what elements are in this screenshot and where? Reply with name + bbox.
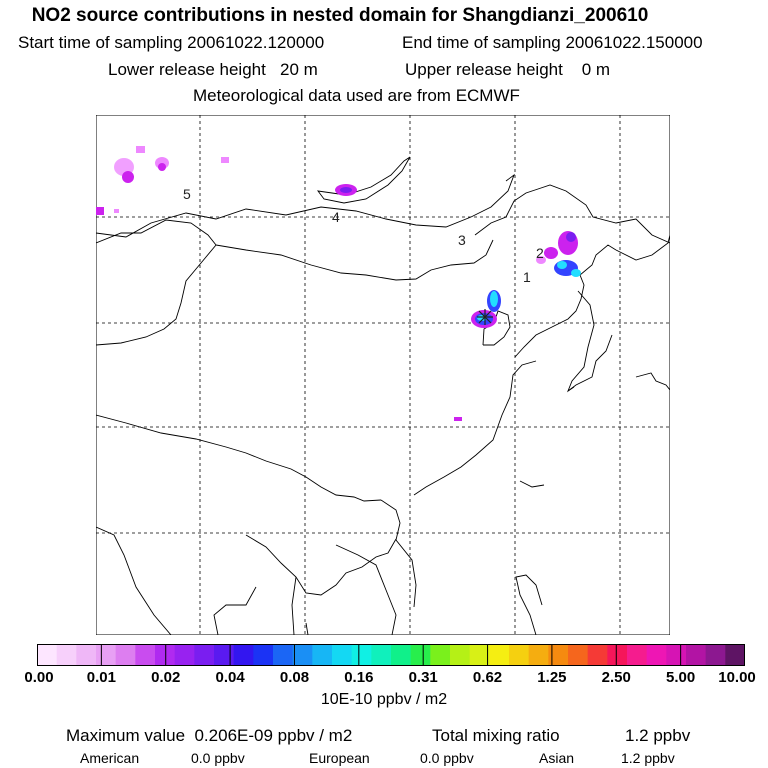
colorbar-tick-label: 1.25 — [537, 669, 567, 686]
colorbar-cell — [430, 644, 451, 666]
plume-patch — [340, 187, 352, 193]
colorbar-cell — [351, 644, 372, 666]
max-value-label: Maximum value 0.206E-09 ppbv / m2 — [66, 726, 353, 745]
colorbar-cell — [548, 644, 569, 666]
end-time-label: End time of sampling 20061022.150000 — [402, 33, 703, 52]
colorbar-cell — [155, 644, 176, 666]
station-marker — [477, 309, 493, 325]
colorbar-cell — [489, 644, 510, 666]
plume-patch — [158, 163, 166, 171]
colorbar-cell — [509, 644, 530, 666]
colorbar-cell — [273, 644, 294, 666]
colorbar-cell — [56, 644, 77, 666]
region-label: 3 — [458, 232, 466, 248]
source-contribution-map: 1 2 3 4 5 — [96, 115, 670, 635]
colorbar-tick-label: 0.04 — [215, 669, 245, 686]
plume-patch — [544, 247, 558, 259]
lower-release-label: Lower release height 20 m — [108, 60, 318, 79]
colorbar-tick-label: 2.50 — [601, 669, 631, 686]
colorbar-tick-label: 0.02 — [151, 669, 181, 686]
upper-release-label: Upper release height 0 m — [405, 60, 611, 79]
colorbar-cell — [332, 644, 353, 666]
total-mixing-label: Total mixing ratio — [432, 726, 560, 745]
plume-patch — [490, 291, 498, 307]
american-value: 0.0 ppbv — [191, 750, 245, 766]
region-label: 5 — [183, 186, 191, 202]
plume-patch — [454, 417, 462, 421]
plume-patch — [536, 256, 546, 264]
colorbar-cell — [705, 644, 726, 666]
european-label: European — [309, 750, 370, 766]
european-value: 0.0 ppbv — [420, 750, 474, 766]
colorbar-tick-label: 5.00 — [666, 669, 696, 686]
colorbar-tick-label: 0.08 — [279, 669, 310, 686]
colorbar-units: 10E-10 ppbv / m2 — [320, 691, 448, 708]
american-label: American — [80, 750, 140, 766]
total-mixing-value: 1.2 ppbv — [625, 726, 691, 745]
colorbar-cell — [587, 644, 608, 666]
colorbar-cell — [646, 644, 667, 666]
plume-patch — [566, 232, 576, 242]
map-title: NO2 source contributions in nested domai… — [31, 5, 649, 26]
region-label: 1 — [523, 269, 531, 285]
colorbar-tick-label: 0.01 — [86, 669, 116, 686]
colorbar-cell — [666, 644, 687, 666]
colorbar-cell — [253, 644, 274, 666]
colorbar-tick-label: 0.62 — [472, 669, 503, 686]
colorbar-cell — [627, 644, 648, 666]
colorbar-cell — [96, 644, 117, 666]
asian-label: Asian — [539, 750, 575, 766]
colorbar-cell — [174, 644, 195, 666]
plume-patch — [136, 146, 145, 153]
colorbar-cell — [312, 644, 333, 666]
plume-patch — [557, 261, 567, 269]
asian-value: 1.2 ppbv — [621, 750, 675, 766]
map-frame — [96, 115, 670, 635]
plume-patch — [571, 269, 581, 277]
colorbar-tick-label: 0.31 — [408, 669, 438, 686]
region-label: 4 — [332, 209, 340, 225]
plume-patch — [221, 157, 229, 163]
plume-patch — [122, 171, 134, 183]
colorbar-cell — [568, 644, 589, 666]
colorbar-cell — [233, 644, 254, 666]
colorbar-frame — [37, 644, 745, 666]
colorbar-tick-label: 10.00 — [718, 669, 756, 686]
colorbar-cell — [214, 644, 235, 666]
colorbar-cell — [115, 644, 136, 666]
colorbar-cell — [607, 644, 628, 666]
graticule — [96, 115, 670, 635]
met-data-label: Meteorological data used are from ECMWF — [193, 86, 520, 105]
country-boundaries — [96, 156, 670, 635]
colorbar-cell — [194, 644, 215, 666]
colorbar-cell — [371, 644, 392, 666]
colorbar-cell — [135, 644, 156, 666]
colorbar — [37, 644, 745, 666]
plume-patch — [96, 207, 104, 215]
colorbar-cell — [76, 644, 97, 666]
start-time-label: Start time of sampling 20061022.120000 — [18, 33, 325, 52]
colorbar-cell — [292, 644, 313, 666]
colorbar-cell — [725, 644, 745, 666]
colorbar-tick-label: 0.00 — [24, 669, 54, 686]
colorbar-cell — [410, 644, 431, 666]
colorbar-cell — [686, 644, 707, 666]
plume-patch — [114, 209, 119, 213]
colorbar-cell — [391, 644, 412, 666]
region-label: 2 — [536, 245, 544, 261]
colorbar-tick-label: 0.16 — [344, 669, 374, 686]
colorbar-cell — [37, 644, 58, 666]
colorbar-cell — [469, 644, 490, 666]
colorbar-cell — [528, 644, 549, 666]
colorbar-cell — [450, 644, 471, 666]
